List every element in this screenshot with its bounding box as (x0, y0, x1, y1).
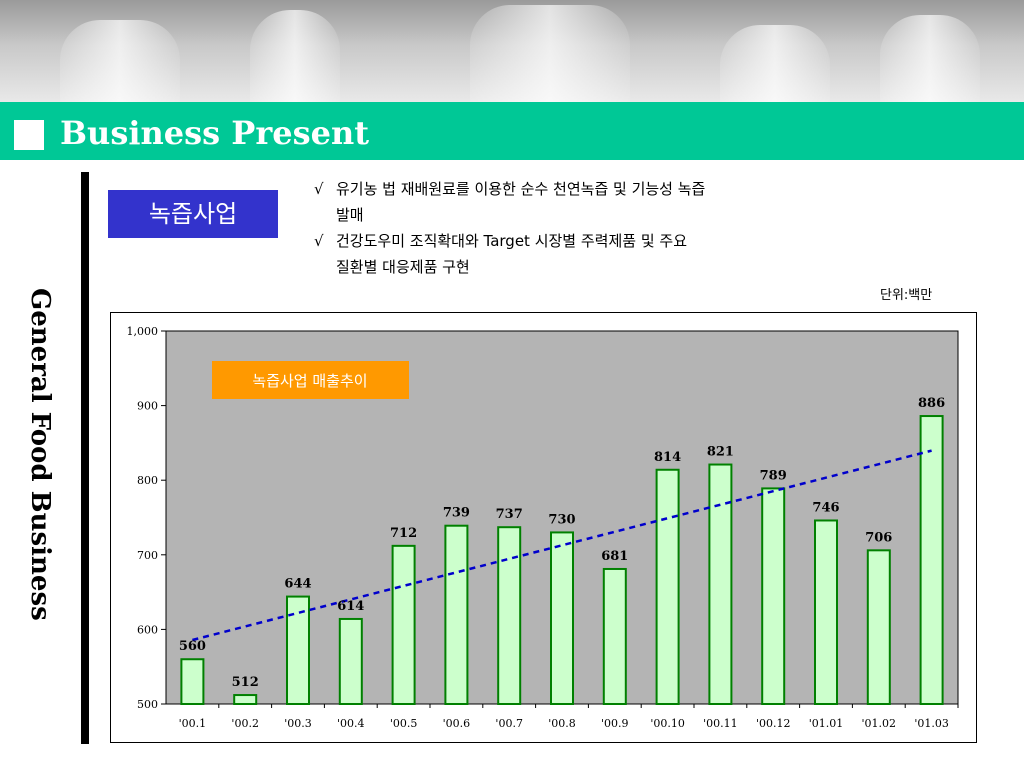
data-label: 512 (232, 675, 259, 690)
bottle-image (880, 15, 980, 102)
data-label: 821 (707, 445, 734, 460)
x-tick-label: '00.1 (179, 717, 207, 730)
bar (286, 595, 310, 705)
data-label: 614 (337, 599, 364, 614)
data-label: 814 (654, 450, 681, 465)
bullet-item: √ 건강도우미 조직확대와 Target 시장별 주력제품 및 주요 질환별 대… (314, 228, 914, 280)
check-mark-icon: √ (314, 180, 324, 198)
section-badge: 녹즙사업 (108, 190, 278, 238)
chart-title-box (212, 361, 409, 399)
bar (497, 526, 522, 705)
x-tick-label: '00.11 (703, 717, 738, 730)
bar (708, 463, 733, 705)
bar (233, 694, 258, 706)
bar (391, 544, 416, 705)
bar (180, 658, 205, 705)
data-label: 706 (865, 530, 892, 545)
bar (602, 567, 627, 705)
data-label: 739 (443, 506, 470, 521)
data-label: 681 (601, 549, 628, 564)
data-label: 789 (760, 468, 787, 483)
x-tick-label: '00.10 (650, 717, 685, 730)
x-tick-label: '00.9 (601, 717, 629, 730)
y-tick-label: 800 (137, 474, 158, 487)
page-title: Business Present (60, 114, 369, 152)
data-label: 644 (284, 577, 311, 592)
bottle-image (250, 10, 340, 102)
bar (814, 519, 838, 705)
x-tick-label: '01.01 (809, 717, 844, 730)
data-label: 730 (548, 512, 575, 527)
title-square-icon (14, 120, 44, 150)
y-tick-label: 700 (137, 549, 158, 562)
data-label: 712 (390, 526, 417, 541)
x-tick-label: '00.2 (231, 717, 259, 730)
header-banner-image (0, 0, 1024, 102)
x-tick-label: '01.02 (862, 717, 897, 730)
y-tick-label: 900 (137, 400, 158, 413)
bar (338, 617, 363, 705)
x-tick-label: '00.8 (548, 717, 576, 730)
bullet-item: √ 유기농 법 재배원료를 이용한 순수 천연녹즙 및 기능성 녹즙 발매 (314, 176, 914, 228)
x-tick-label: '00.4 (337, 717, 365, 730)
x-tick-label: '00.6 (443, 717, 471, 730)
sales-bar-chart: 500 600 700 800 900 1,000 '00.1 '00.2 '00.3 '00.4… (110, 312, 977, 743)
title-bar (0, 102, 1024, 160)
data-label: 746 (812, 500, 839, 515)
x-tick-label: '00.3 (284, 717, 312, 730)
data-label: 560 (179, 639, 206, 654)
data-label: 737 (496, 507, 523, 522)
check-mark-icon: √ (314, 232, 324, 250)
bullet-list: √ 유기농 법 재배원료를 이용한 순수 천연녹즙 및 기능성 녹즙 발매 √ … (314, 176, 914, 280)
chart-title: 녹즙사업 매출추이 (252, 372, 367, 390)
y-tick-label: 600 (137, 623, 158, 636)
x-tick-label: '00.5 (390, 717, 418, 730)
bottle-image (720, 25, 830, 102)
unit-label: 단위:백만 (880, 288, 933, 303)
bullet-text-line: 질환별 대응제품 구현 (336, 258, 470, 276)
y-tick-label: 500 (137, 698, 158, 711)
bottle-image (60, 20, 180, 102)
x-tick-label: '00.12 (756, 717, 791, 730)
bullet-text-line: 건강도우미 조직확대와 Target 시장별 주력제품 및 주요 (336, 232, 688, 250)
bar (550, 531, 574, 705)
bar (655, 468, 680, 705)
bar (919, 415, 944, 705)
bar (761, 487, 786, 705)
bottle-image (470, 5, 630, 102)
bar (444, 524, 469, 705)
bullet-text-line: 발매 (336, 206, 364, 224)
side-title: General Food Business (25, 288, 55, 621)
x-tick-label: '01.03 (914, 717, 949, 730)
vertical-divider (81, 172, 89, 744)
y-tick-label: 1,000 (127, 325, 159, 338)
bar (866, 549, 891, 705)
x-tick-label: '00.7 (495, 717, 523, 730)
data-label: 886 (918, 396, 945, 411)
bullet-text-line: 유기농 법 재배원료를 이용한 순수 천연녹즙 및 기능성 녹즙 (336, 180, 706, 198)
